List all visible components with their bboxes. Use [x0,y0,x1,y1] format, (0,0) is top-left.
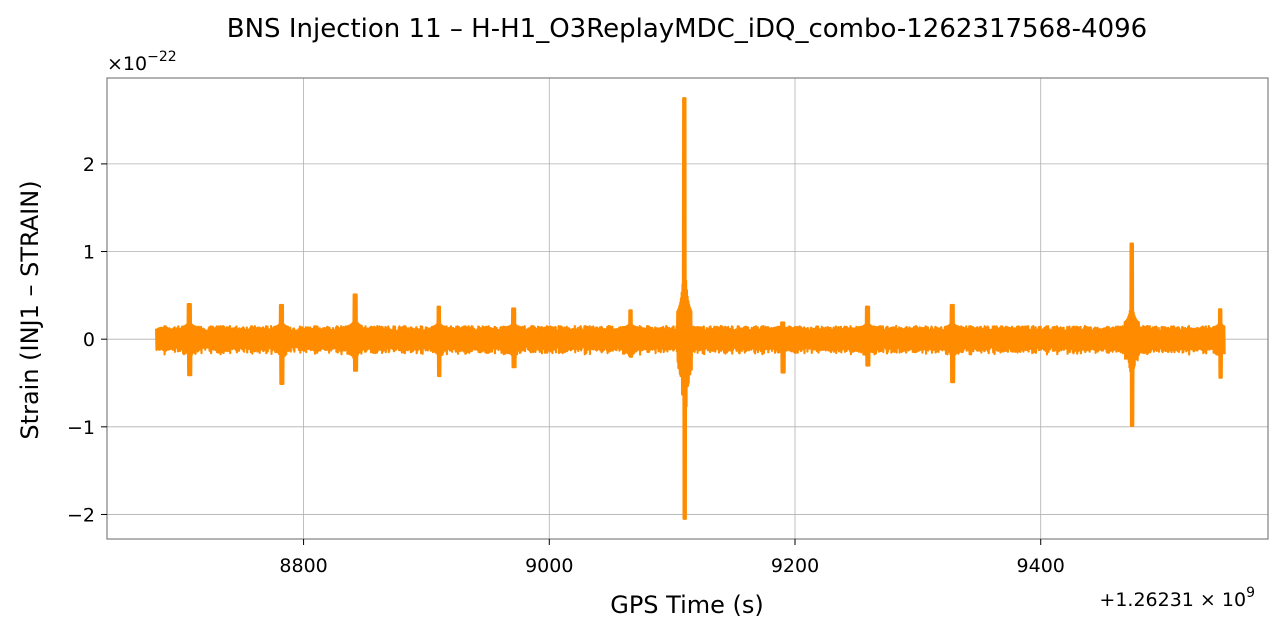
y-tick-label: 2 [83,154,95,176]
x-tick-label: 9000 [525,555,573,577]
y-tick-label: −1 [67,417,95,439]
y-axis-label: Strain (INJ1 – STRAIN) [16,180,44,439]
x-axis-label: GPS Time (s) [610,591,764,619]
x-offset-label: +1.26231 × 109 [1099,585,1255,611]
x-axis-ticks: 8800 9000 9200 9400 [279,539,1065,577]
x-tick-label: 9200 [771,555,819,577]
x-tick-label: 8800 [279,555,327,577]
strain-series-line [155,97,1226,520]
series-group [155,97,1226,520]
y-tick-label: −2 [67,504,95,526]
y-tick-label: 1 [83,242,95,264]
y-axis-ticks: −2 −1 0 1 2 [67,154,107,526]
y-tick-label: 0 [83,329,95,351]
x-tick-label: 9400 [1017,555,1065,577]
y-scale-label: ×10−22 [107,49,177,75]
chart-title: BNS Injection 11 – H-H1_O3ReplayMDC_iDQ_… [227,14,1147,44]
plot-frame [106,77,1269,540]
